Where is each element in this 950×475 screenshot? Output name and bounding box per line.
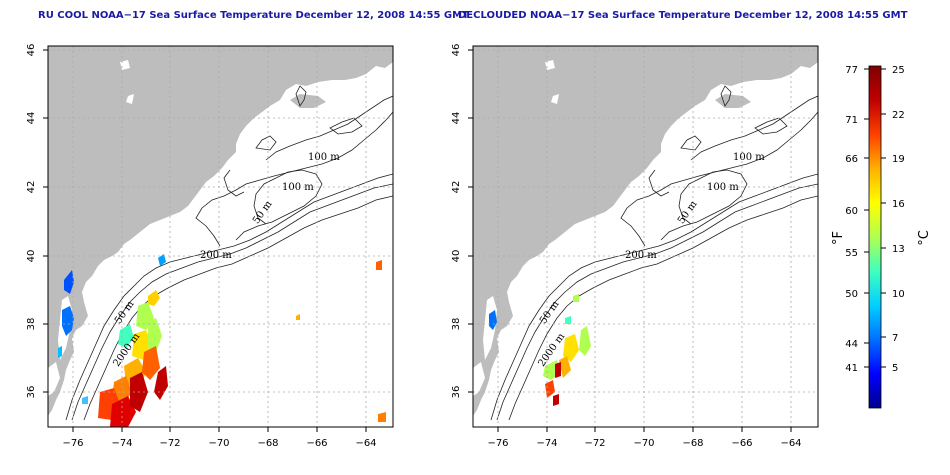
celsius-tick: 7	[892, 333, 898, 344]
x-tick-label: −64	[780, 438, 801, 449]
y-tick-label: 38	[26, 318, 37, 331]
x-tick-label: −76	[487, 438, 508, 449]
x-tick-label: −68	[257, 438, 278, 449]
contour-label: 100 m	[707, 182, 739, 193]
contour-label: 100 m	[282, 182, 314, 193]
fahrenheit-tick: 44	[845, 339, 858, 350]
contour-label: 100 m	[733, 152, 765, 163]
fahrenheit-tick: 71	[845, 115, 858, 126]
bay	[473, 362, 485, 396]
y-tick-label: 46	[451, 44, 462, 57]
lake	[551, 94, 559, 104]
celsius-axis-label: °C	[917, 230, 932, 246]
y-tick-label: 36	[26, 386, 37, 399]
temperature-colorbar: 77 71 66 60 55 50 44 41 25 22 19 16 13 1…	[831, 65, 932, 409]
colorbar-gradient	[868, 65, 882, 409]
lake	[545, 60, 555, 70]
contour-label: 200 m	[625, 250, 657, 261]
fahrenheit-tick: 60	[845, 206, 858, 217]
y-tick-label: 42	[26, 181, 37, 194]
contour-label: 200 m	[200, 250, 232, 261]
y-tick-label: 42	[451, 181, 462, 194]
x-tick-label: −76	[62, 438, 83, 449]
y-tick-label: 38	[451, 318, 462, 331]
x-tick-label: −74	[536, 438, 557, 449]
fahrenheit-tick: 50	[845, 289, 858, 300]
celsius-tick: 16	[892, 199, 905, 210]
sst-data-pixels	[489, 294, 591, 406]
x-tick-label: −64	[355, 438, 376, 449]
land-mass	[48, 46, 393, 416]
x-tick-label: −66	[731, 438, 752, 449]
map-frame	[47, 45, 394, 428]
x-tick-label: −72	[159, 438, 180, 449]
fahrenheit-tick: 66	[845, 154, 858, 165]
x-tick-label: −72	[584, 438, 605, 449]
lake	[126, 94, 134, 104]
celsius-tick: 5	[892, 363, 898, 374]
fahrenheit-tick: 55	[845, 248, 858, 259]
y-tick-label: 44	[26, 112, 37, 125]
fahrenheit-axis-label: °F	[831, 231, 846, 245]
fahrenheit-tick: 41	[845, 363, 858, 374]
celsius-tick: 13	[892, 244, 905, 255]
celsius-tick: 22	[892, 110, 905, 121]
sst-data-pixels	[58, 254, 386, 427]
bay	[48, 362, 60, 396]
y-tick-label: 40	[451, 250, 462, 263]
y-tick-label: 44	[451, 112, 462, 125]
celsius-tick: 10	[892, 289, 905, 300]
y-tick-label: 46	[26, 44, 37, 57]
contour-label: 100 m	[308, 152, 340, 163]
lat-lon-grid	[48, 46, 393, 427]
right-map-title: DECLOUDED NOAA−17 Sea Surface Temperatur…	[458, 10, 908, 21]
x-tick-label: −70	[633, 438, 654, 449]
land-mass	[473, 46, 818, 416]
celsius-tick: 25	[892, 65, 905, 76]
y-tick-label: 36	[451, 386, 462, 399]
lat-lon-grid	[473, 46, 818, 427]
fahrenheit-tick: 77	[845, 65, 858, 76]
bathymetry-contours	[65, 85, 393, 421]
x-tick-label: −66	[306, 438, 327, 449]
left-map-title: RU COOL NOAA−17 Sea Surface Temperature …	[38, 10, 469, 21]
x-tick-label: −74	[111, 438, 132, 449]
lake	[120, 60, 130, 70]
right-map-panel: 100 m 100 m 50 m 200 m 50 m 2000 m −76 −…	[451, 44, 819, 449]
map-frame	[472, 45, 819, 428]
y-tick-label: 40	[26, 250, 37, 263]
celsius-tick: 19	[892, 154, 905, 165]
x-tick-label: −70	[208, 438, 229, 449]
x-tick-label: −68	[682, 438, 703, 449]
left-map-panel: 100 m 100 m 50 m 200 m 50 m 2000 m −76 −…	[26, 44, 394, 449]
